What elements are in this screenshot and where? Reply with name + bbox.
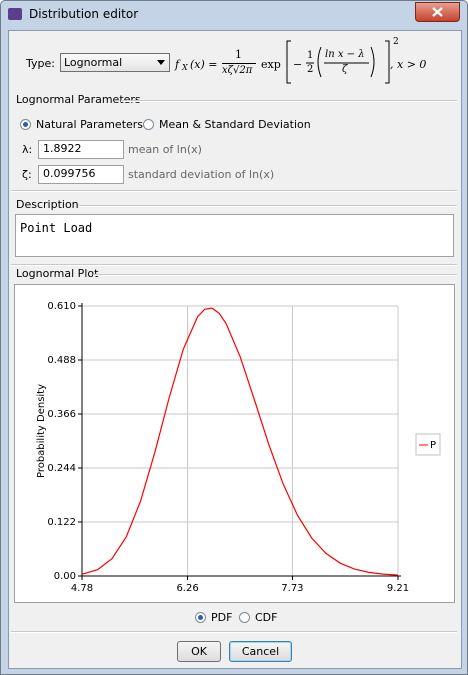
x-tick-label: 4.78 [71,583,93,594]
separator [121,100,457,102]
section-title: Description [16,198,79,211]
radio-mean-sd[interactable]: Mean & Standard Deviation [143,118,311,131]
formula-num: 1 [235,48,242,61]
formula-power: 2 [393,37,399,47]
radio-label: Natural Parameters [36,118,144,131]
formula-half-den: 2 [307,64,314,75]
window-title: Distribution editor [29,7,139,21]
radio-natural[interactable]: Natural Parameters [20,118,143,131]
y-axis-label: Probability Density [36,384,47,478]
zeta-field[interactable]: 0.099756 [38,165,124,184]
y-tick-label: 0.122 [47,517,76,528]
separator [11,190,457,192]
formula-den: xζ√2π [222,65,253,76]
y-tick-label: 0.00 [54,571,76,582]
lambda-field[interactable]: 1.8922 [38,140,124,159]
dialog-body: Type: Lognormal f X (x) = 1 xζ√2π exp − … [8,30,462,669]
type-dropdown[interactable]: Lognormal [60,53,170,72]
zeta-hint: standard deviation of ln(x) [128,168,275,181]
dropdown-arrow [157,60,165,65]
zeta-label: ζ: [22,168,32,181]
formula-sub: X [182,63,188,72]
chart: Probability Density 0.00 0.122 0.244 0.366 0… [14,284,455,603]
title-bar: Distribution editor [1,1,467,29]
radio-cdf[interactable]: CDF [239,611,277,624]
separator [93,274,457,276]
radio-pdf[interactable]: PDF [195,611,232,624]
radio-label: Mean & Standard Deviation [159,118,311,131]
radio-label: CDF [255,611,278,624]
y-tick-label: 0.366 [47,409,76,420]
y-tick-label: 0.244 [47,463,76,474]
lambda-label: λ: [22,143,33,156]
close-button[interactable] [415,2,460,22]
separator [11,631,457,633]
radio-dot [20,119,31,130]
radio-dot [143,119,154,130]
type-value: Lognormal [64,56,123,69]
formula-brackets [286,40,390,84]
data-line [81,307,399,576]
separator [79,205,457,207]
formula-minus: − [293,58,303,71]
section-title: Lognormal Plot [16,267,99,280]
close-icon [432,7,443,17]
lambda-hint: mean of ln(x) [128,143,202,156]
formula-inner-den: ζ [342,64,348,75]
y-tick-label: 0.488 [47,355,76,366]
app-icon [8,8,22,20]
y-tick-label: 0.610 [47,301,76,312]
formula-exp: exp [261,58,281,71]
formula-arg: (x) = [190,58,218,71]
formula-condition: , x > 0 [390,58,427,71]
radio-dot [239,612,250,623]
type-label: Type: [26,57,55,70]
ok-button[interactable]: OK [177,641,221,662]
fraction-bar [222,63,256,64]
section-title: Lognormal Parameters [16,93,141,106]
description-field[interactable]: Point Load [15,214,454,257]
separator [11,264,457,266]
radio-dot [195,612,206,623]
x-tick-label: 7.73 [281,583,303,594]
cancel-button[interactable]: Cancel [229,641,292,662]
x-tick-label: 9.21 [387,583,409,594]
legend-label: P [430,440,436,451]
formula-inner-num: ln x − λ [325,49,365,60]
x-tick-label: 6.26 [176,583,198,594]
formula-half-num: 1 [307,50,314,61]
radio-label: PDF [211,611,233,624]
formula-f: f [175,58,180,71]
